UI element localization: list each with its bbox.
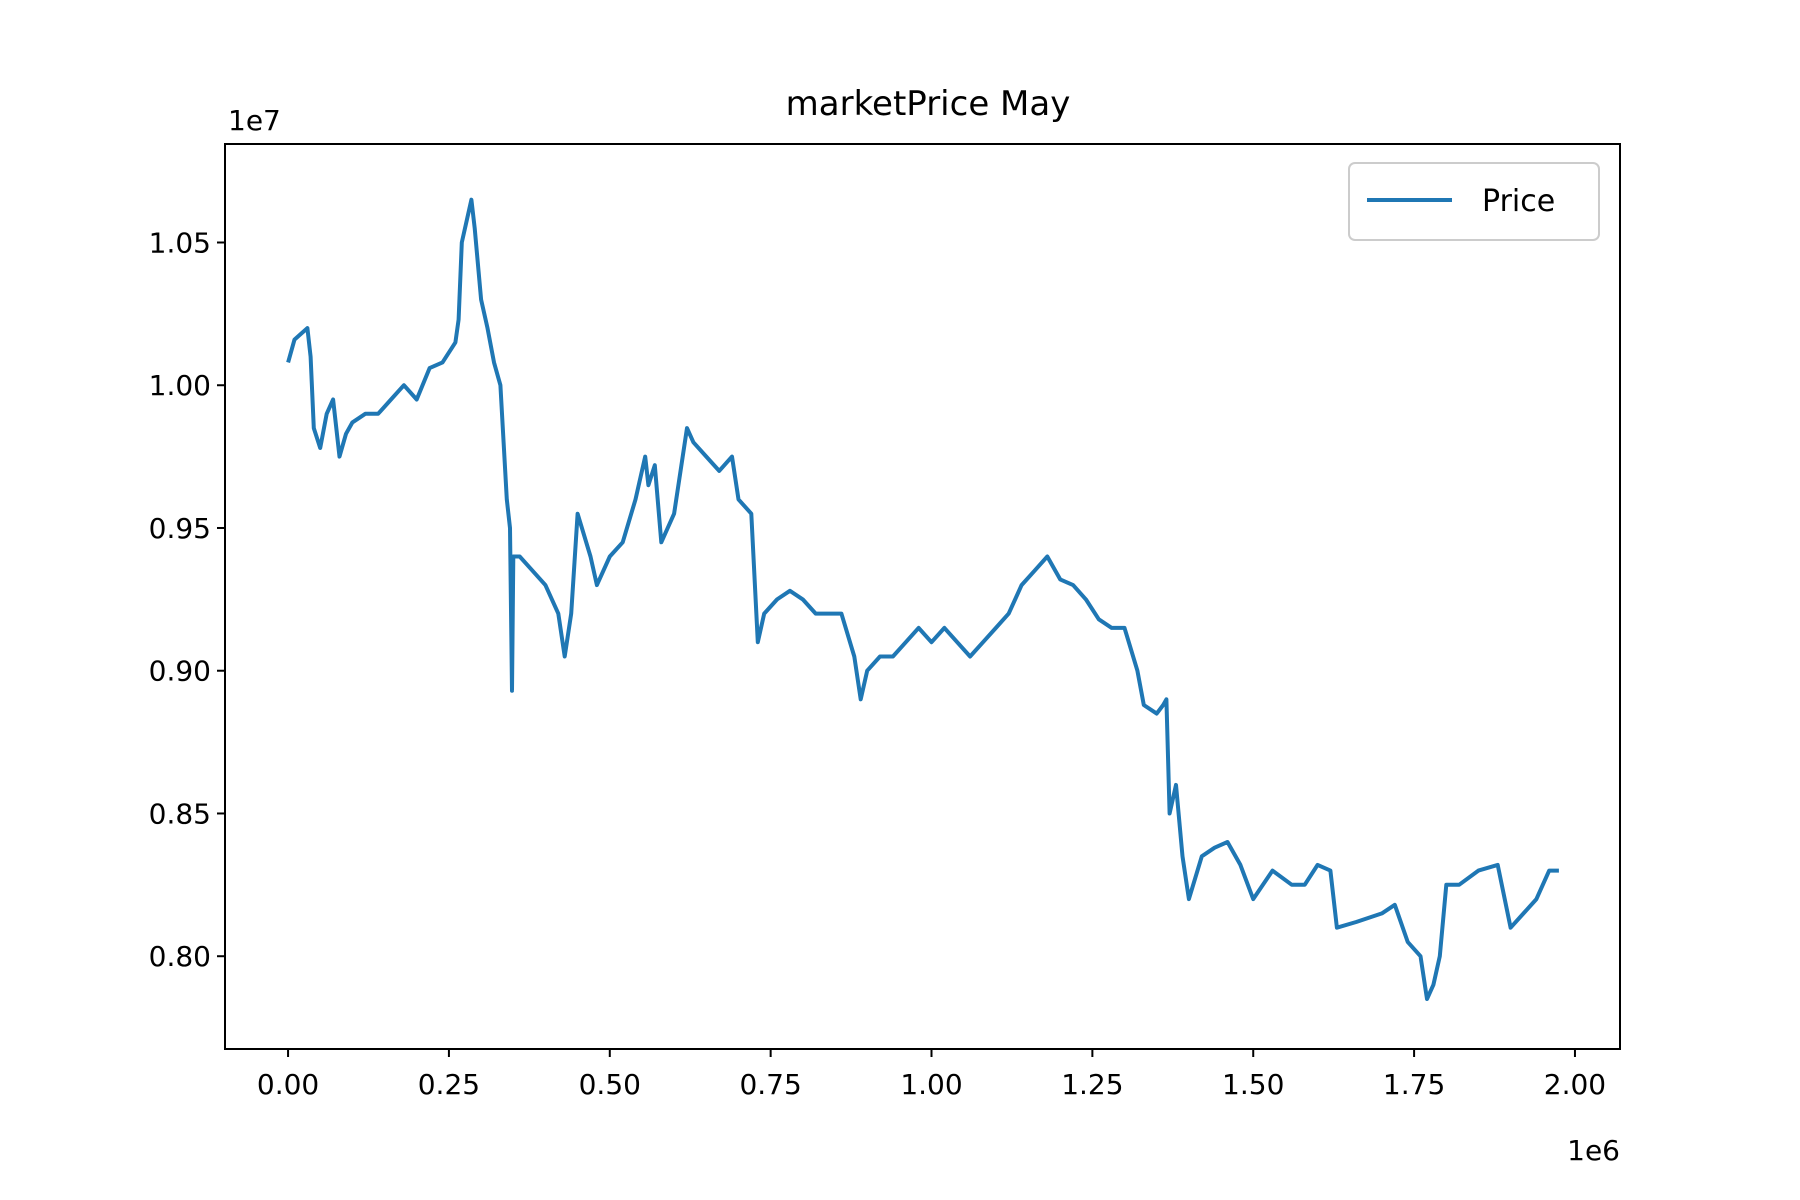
legend-box xyxy=(1348,162,1600,241)
x-offset-label: 1e6 xyxy=(1567,1134,1620,1167)
plot-frame xyxy=(224,143,1621,1050)
x-tick-label: 0.50 xyxy=(579,1068,641,1101)
y-tick-label: 1.00 xyxy=(149,369,211,402)
legend-label-price: Price xyxy=(1482,184,1555,219)
legend: Price xyxy=(1348,162,1600,241)
chart-title: marketPrice May xyxy=(786,84,1071,124)
x-tick-label: 1.00 xyxy=(900,1068,962,1101)
x-tick-label: 0.75 xyxy=(739,1068,801,1101)
x-tick-label: 1.25 xyxy=(1061,1068,1123,1101)
y-offset-label: 1e7 xyxy=(228,104,281,137)
x-tick-label: 0.00 xyxy=(257,1068,319,1101)
series-line-price xyxy=(286,197,1559,1001)
x-tick-label: 1.50 xyxy=(1222,1068,1284,1101)
x-axis-ticks: 0.00 0.25 0.50 0.75 1.00 1.25 1.50 1.75 2.00 xyxy=(257,1049,1606,1101)
y-tick-label: 0.80 xyxy=(149,940,211,973)
series-layer xyxy=(286,197,1559,1001)
y-tick-label: 0.90 xyxy=(149,655,211,688)
x-tick-label: 0.25 xyxy=(418,1068,480,1101)
y-tick-label: 0.95 xyxy=(149,512,211,545)
y-tick-label: 0.85 xyxy=(149,797,211,830)
x-tick-label: 1.75 xyxy=(1383,1068,1445,1101)
y-axis-ticks: 0.80 0.85 0.90 0.95 1.00 1.05 xyxy=(149,226,225,973)
y-tick-label: 1.05 xyxy=(149,226,211,259)
x-tick-label: 2.00 xyxy=(1544,1068,1606,1101)
